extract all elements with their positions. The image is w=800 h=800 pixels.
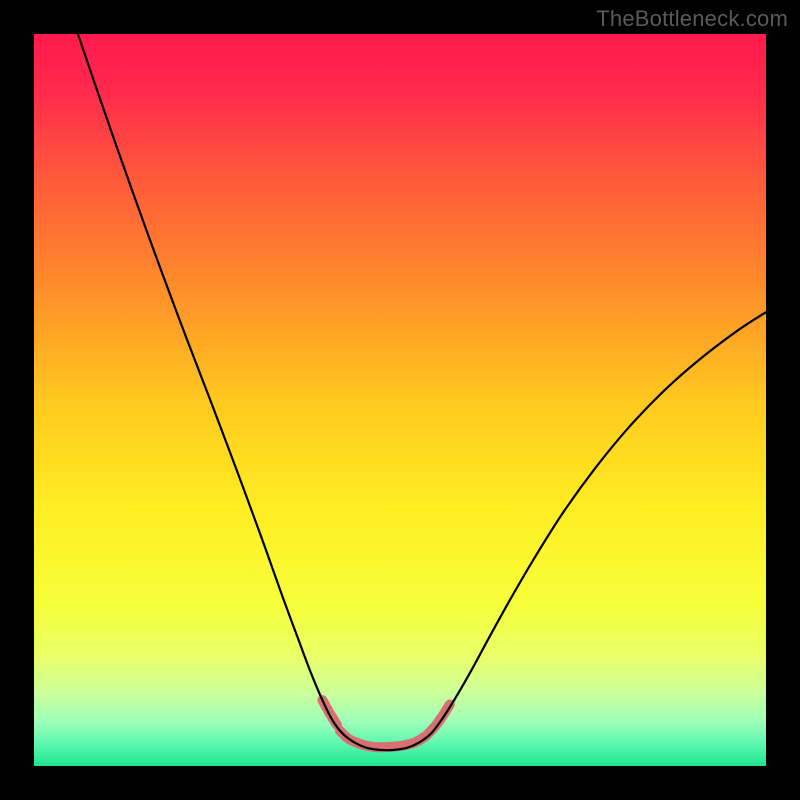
bottleneck-chart xyxy=(0,0,800,800)
watermark-text: TheBottleneck.com xyxy=(596,6,788,32)
gradient-background xyxy=(34,34,766,766)
